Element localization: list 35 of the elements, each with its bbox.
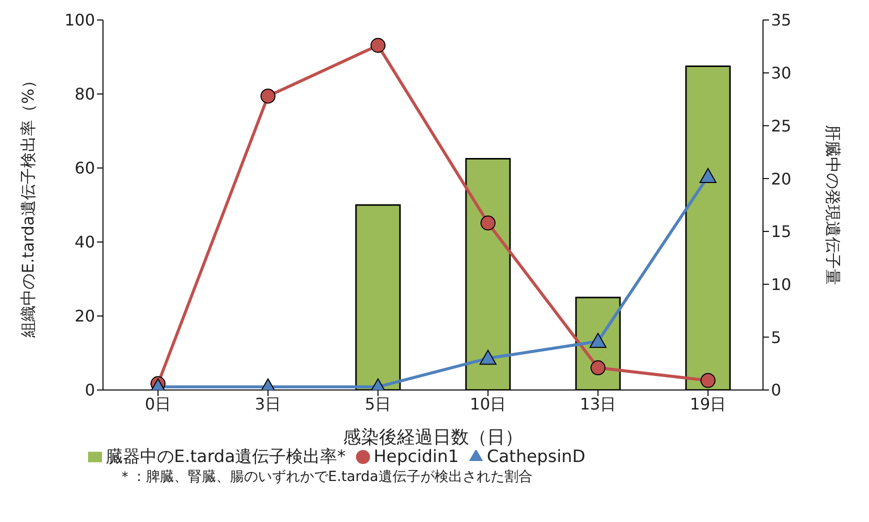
point [480, 350, 496, 365]
point [260, 88, 276, 104]
point [700, 372, 716, 388]
x-tick-label: 13日 [580, 394, 616, 414]
y2-tick-label: 25 [771, 116, 792, 136]
x-tick-label: 0日 [144, 394, 172, 414]
y-tick-label: 80 [74, 84, 95, 104]
point [590, 360, 606, 376]
y2-axis-title: 肝臓中の発現遺伝子量 [823, 125, 842, 285]
y-axis-title: 組織中のE.tarda遺伝子検出率（%） [18, 72, 38, 338]
y2-tick-label: 20 [771, 169, 792, 188]
y2-tick-label: 10 [771, 274, 792, 294]
y2-tick-label: 0 [771, 380, 782, 400]
point [370, 38, 386, 53]
legend-label: Hepcidin1 [374, 447, 459, 467]
x-tick-label: 19日 [690, 394, 726, 414]
x-tick-label: 5日 [364, 394, 392, 414]
y-tick-label: 100 [64, 10, 95, 30]
y-tick-label: 60 [74, 158, 95, 178]
x-tick-label: 10日 [470, 394, 506, 414]
y-tick-label: 40 [74, 232, 95, 252]
point [700, 168, 716, 183]
y2-tick-label: 35 [771, 10, 792, 30]
legend-label: 臓器中のE.tarda遺伝子検出率* [106, 447, 346, 467]
y-tick-label: 0 [84, 380, 95, 400]
y2-tick-label: 15 [771, 222, 792, 242]
point [590, 332, 606, 348]
x-axis-title: 感染後経過日数（日） [343, 427, 523, 448]
y2-tick-label: 30 [771, 64, 792, 83]
x-tick-label: 3日 [254, 394, 282, 414]
y-tick-label: 20 [74, 306, 95, 326]
y2-tick-label: 5 [771, 328, 782, 347]
point [480, 215, 496, 230]
legend-label: CathepsinD [486, 447, 586, 467]
text: ＊：脾臓、腎臓、腸のいずれかでE.tarda遺伝子が検出された割合 [117, 468, 534, 486]
